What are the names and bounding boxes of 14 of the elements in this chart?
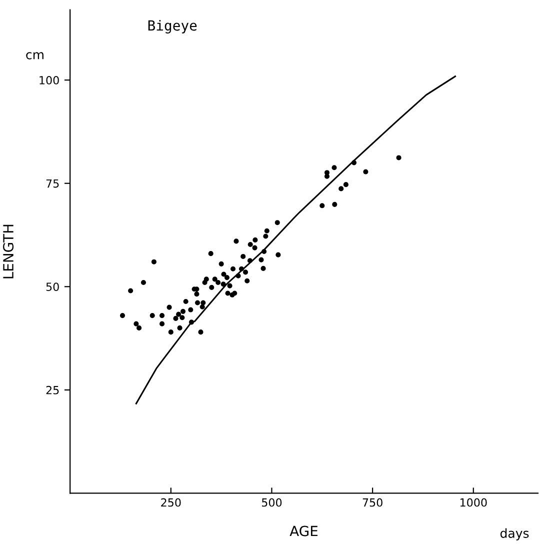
y-axis-title: LENGTH [3, 224, 14, 278]
y-tick-label: 50 [46, 282, 59, 292]
line-series [135, 76, 456, 404]
x-tick-label: 750 [362, 498, 382, 507]
x-axis-title: AGE [290, 526, 318, 536]
text: cm [26, 52, 44, 60]
text: days [500, 528, 529, 540]
y-tick-label: 75 [46, 179, 59, 188]
x-tick-label: 250 [161, 498, 181, 507]
text: Bigeye [148, 20, 197, 34]
x-tick-label: 500 [262, 498, 282, 507]
y-tick-label: 100 [40, 76, 59, 84]
y-tick-label: 25 [46, 386, 59, 394]
x-tick-label: 1000 [460, 498, 487, 507]
